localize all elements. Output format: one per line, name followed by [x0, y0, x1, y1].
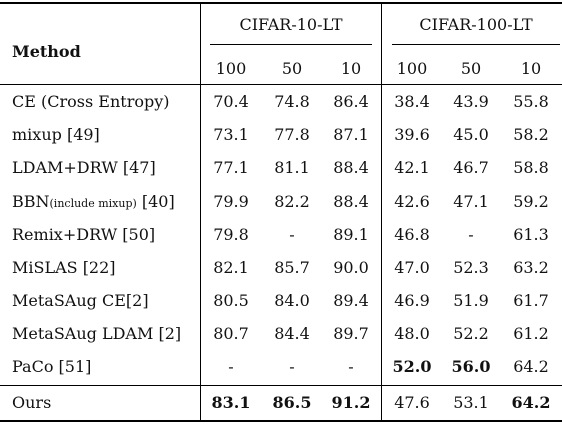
imbalance-ratio-header: 50	[281, 59, 303, 78]
result-cell: 81.1	[274, 158, 310, 177]
result-cell: 87.1	[333, 125, 369, 144]
result-cell: 83.1	[211, 393, 251, 412]
result-cell: 51.9	[453, 291, 489, 310]
result-cell: 80.5	[213, 291, 249, 310]
result-cell: 74.8	[274, 92, 310, 111]
result-cell: 39.6	[394, 125, 430, 144]
result-cell: 42.1	[394, 158, 430, 177]
method-name-cell: Ours	[12, 393, 52, 412]
result-cell: 77.8	[274, 125, 310, 144]
result-cell: 45.0	[453, 125, 489, 144]
method-name-cell: MetaSAug LDAM [2]	[12, 324, 182, 343]
result-cell: 85.7	[274, 258, 310, 277]
group-header-cifar100: CIFAR-100-LT	[419, 15, 533, 34]
method-name-cell: LDAM+DRW [47]	[12, 158, 156, 177]
imbalance-ratio-header: 10	[340, 59, 362, 78]
group2-underline	[392, 44, 560, 45]
result-cell: 52.0	[392, 357, 432, 376]
result-cell: 46.8	[394, 225, 430, 244]
method-name-cell: Remix+DRW [50]	[12, 225, 156, 244]
result-cell: 82.2	[274, 192, 310, 211]
method-column-header: Method	[12, 42, 81, 61]
result-cell: 77.1	[213, 158, 249, 177]
result-cell: -	[289, 357, 295, 376]
result-cell: 82.1	[213, 258, 249, 277]
method-name-cell: mixup [49]	[12, 125, 100, 144]
method-name-cell: PaCo [51]	[12, 357, 92, 376]
result-cell: 56.0	[451, 357, 491, 376]
result-cell: 52.2	[453, 324, 489, 343]
result-cell: 55.8	[513, 92, 549, 111]
result-cell: 91.2	[331, 393, 371, 412]
group1-underline	[210, 44, 372, 45]
method-variant-note: (include mixup)	[49, 197, 137, 210]
result-cell: 89.1	[333, 225, 369, 244]
header-rule	[0, 84, 562, 85]
result-cell: 46.9	[394, 291, 430, 310]
result-cell: 63.2	[513, 258, 549, 277]
result-cell: 47.1	[453, 192, 489, 211]
result-cell: 53.1	[453, 393, 489, 412]
imbalance-ratio-header: 100	[396, 59, 428, 78]
method-name-cell: CE (Cross Entropy)	[12, 92, 170, 111]
result-cell: 47.6	[394, 393, 430, 412]
dataset-divider-line	[381, 4, 382, 420]
ours-separator-rule	[0, 385, 562, 386]
result-cell: 86.5	[272, 393, 312, 412]
result-cell: 89.4	[333, 291, 369, 310]
result-cell: 58.2	[513, 125, 549, 144]
result-cell: 42.6	[394, 192, 430, 211]
result-cell: 52.3	[453, 258, 489, 277]
result-cell: -	[289, 225, 295, 244]
result-cell: 84.0	[274, 291, 310, 310]
result-cell: 88.4	[333, 158, 369, 177]
bottom-rule	[0, 420, 562, 422]
result-cell: -	[468, 225, 474, 244]
result-cell: 48.0	[394, 324, 430, 343]
result-cell: 61.7	[513, 291, 549, 310]
imbalance-ratio-header: 10	[520, 59, 542, 78]
result-cell: 79.8	[213, 225, 249, 244]
result-cell: -	[228, 357, 234, 376]
result-cell: 61.2	[513, 324, 549, 343]
result-cell: 89.7	[333, 324, 369, 343]
result-cell: 80.7	[213, 324, 249, 343]
result-cell: 61.3	[513, 225, 549, 244]
group-header-cifar10: CIFAR-10-LT	[239, 15, 343, 34]
result-cell: 86.4	[333, 92, 369, 111]
result-cell: 88.4	[333, 192, 369, 211]
result-cell: 58.8	[513, 158, 549, 177]
result-cell: 90.0	[333, 258, 369, 277]
result-cell: -	[348, 357, 354, 376]
result-cell: 79.9	[213, 192, 249, 211]
method-name-cell: MiSLAS [22]	[12, 258, 116, 277]
result-cell: 64.2	[513, 357, 549, 376]
result-cell: 59.2	[513, 192, 549, 211]
method-name-cell: BBN(include mixup) [40]	[12, 192, 175, 211]
imbalance-ratio-header: 50	[460, 59, 482, 78]
method-divider-line	[200, 4, 201, 420]
result-cell: 64.2	[511, 393, 551, 412]
result-cell: 38.4	[394, 92, 430, 111]
result-cell: 84.4	[274, 324, 310, 343]
imbalance-ratio-header: 100	[215, 59, 247, 78]
result-cell: 46.7	[453, 158, 489, 177]
method-name-cell: MetaSAug CE[2]	[12, 291, 149, 310]
result-cell: 47.0	[394, 258, 430, 277]
result-cell: 70.4	[213, 92, 249, 111]
result-cell: 43.9	[453, 92, 489, 111]
result-cell: 73.1	[213, 125, 249, 144]
top-rule	[0, 2, 562, 4]
